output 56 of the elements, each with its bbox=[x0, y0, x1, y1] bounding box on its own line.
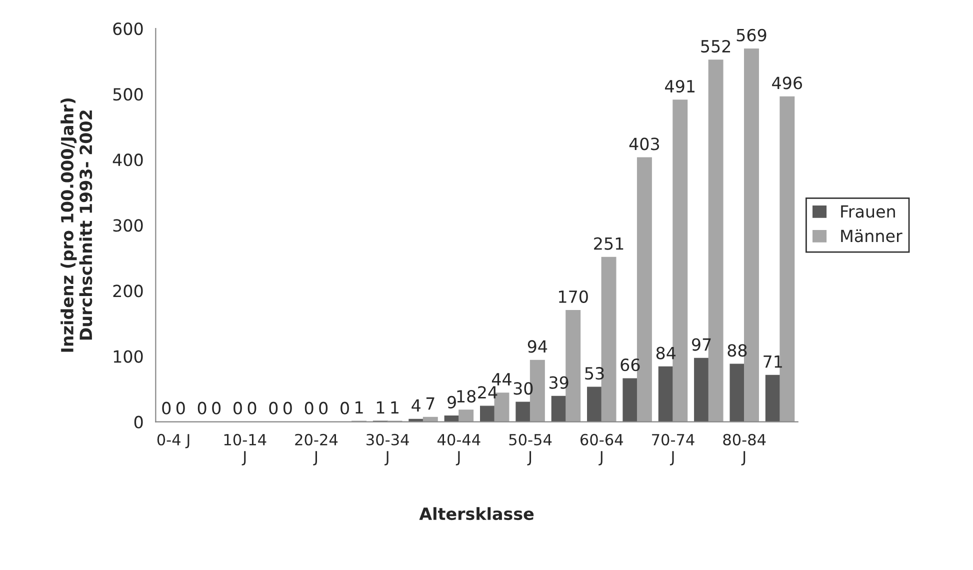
data-label: 569 bbox=[736, 28, 766, 42]
data-label: 71 bbox=[764, 355, 782, 368]
y-tick-label: 300 bbox=[113, 219, 143, 232]
y-tick-label: 400 bbox=[112, 154, 143, 166]
data-label: 94 bbox=[528, 340, 548, 353]
y-tick-label: 200 bbox=[113, 284, 143, 298]
data-label: 491 bbox=[665, 80, 694, 93]
data-label: 1 bbox=[391, 401, 398, 414]
data-label: 0 bbox=[248, 402, 256, 414]
x-tick-label: 0-4 J bbox=[157, 434, 190, 448]
data-label: 18 bbox=[457, 390, 476, 403]
data-label: 44 bbox=[492, 373, 512, 386]
x-tick-label: 30-34 J bbox=[366, 434, 409, 466]
data-label: 4 bbox=[412, 399, 420, 412]
x-tick-label: 80-84 J bbox=[723, 434, 766, 466]
data-label: 0 bbox=[319, 402, 328, 414]
data-label: 0 bbox=[304, 402, 314, 414]
data-label: 251 bbox=[594, 237, 624, 250]
data-label: 30 bbox=[514, 382, 533, 395]
x-tick-label: 50-54 J bbox=[509, 434, 552, 466]
data-label: 552 bbox=[701, 40, 730, 53]
data-label: 39 bbox=[549, 376, 568, 389]
data-label: 0 bbox=[234, 402, 242, 414]
x-axis-title: Altersklasse bbox=[419, 507, 534, 520]
y-tick-label: 600 bbox=[113, 22, 143, 36]
data-label: 0 bbox=[269, 402, 278, 414]
data-label: 97 bbox=[692, 338, 711, 351]
data-label: 7 bbox=[426, 397, 434, 410]
legend-label: Männer bbox=[841, 229, 902, 242]
data-label: 66 bbox=[620, 358, 640, 372]
data-label: 0 bbox=[283, 402, 292, 414]
data-label: 84 bbox=[656, 346, 676, 360]
data-label: 0 bbox=[176, 402, 185, 414]
y-tick-label: 500 bbox=[113, 88, 143, 101]
legend-label: Frauen bbox=[841, 205, 895, 218]
y-axis-title: Inzidenz (pro 100.000/Jahr) Durchschnitt 1993- 2002 bbox=[60, 98, 92, 352]
data-label: 0 bbox=[162, 402, 171, 414]
data-label: 496 bbox=[772, 76, 802, 90]
x-tick-label: 20-24 J bbox=[295, 434, 338, 466]
data-label: 24 bbox=[478, 386, 498, 398]
data-label: 0 bbox=[212, 402, 221, 414]
data-label: 170 bbox=[559, 290, 588, 303]
data-label: 0 bbox=[340, 402, 349, 414]
data-label: 9 bbox=[448, 396, 456, 409]
x-tick-label: 10-14 J bbox=[224, 434, 266, 466]
data-label: 0 bbox=[198, 402, 206, 414]
x-tick-label: 70-74 J bbox=[652, 434, 694, 466]
y-tick-label: 100 bbox=[114, 350, 143, 363]
data-label: 53 bbox=[585, 367, 604, 380]
y-tick-label: 0 bbox=[134, 416, 143, 428]
x-tick-label: 60-64 J bbox=[580, 434, 623, 466]
data-label: 88 bbox=[728, 344, 747, 357]
data-label: 403 bbox=[629, 138, 660, 150]
x-tick-label: 40-44 J bbox=[437, 434, 480, 466]
data-label: 1 bbox=[356, 401, 363, 414]
data-label: 1 bbox=[376, 401, 384, 414]
